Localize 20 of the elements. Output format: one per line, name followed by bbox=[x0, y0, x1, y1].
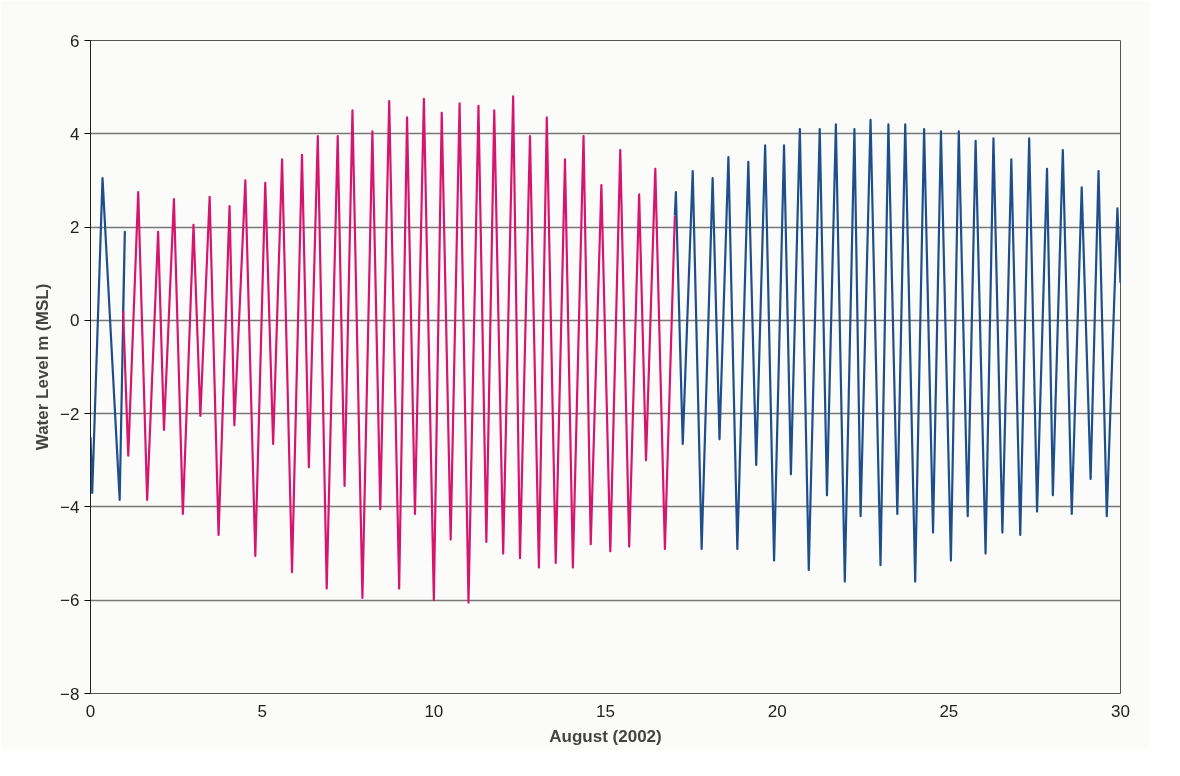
x-tick-label: 20 bbox=[767, 701, 787, 721]
x-axis-title: August (2002) bbox=[549, 726, 662, 746]
y-tick-label: 0 bbox=[70, 311, 80, 331]
y-tick-label: −4 bbox=[60, 497, 80, 517]
y-axis-title: Water Level m (MSL) bbox=[33, 283, 53, 451]
x-tick-label: 5 bbox=[257, 701, 267, 721]
y-tick-label: −2 bbox=[60, 404, 80, 424]
line-series bbox=[673, 118, 1121, 583]
line-series bbox=[122, 95, 676, 604]
y-tick-label: −6 bbox=[60, 591, 80, 611]
y-tick-label: 2 bbox=[70, 218, 80, 238]
x-tick-label: 10 bbox=[424, 701, 444, 721]
line-series bbox=[90, 177, 126, 502]
x-tick-label: 0 bbox=[85, 701, 96, 721]
x-tick-label: 15 bbox=[596, 701, 615, 721]
y-tick-label: −8 bbox=[60, 684, 80, 704]
x-tick-label: 30 bbox=[1111, 701, 1130, 721]
x-tick-label: 25 bbox=[939, 701, 959, 721]
y-tick-label: 6 bbox=[70, 31, 80, 51]
y-tick-label: 4 bbox=[70, 124, 80, 144]
